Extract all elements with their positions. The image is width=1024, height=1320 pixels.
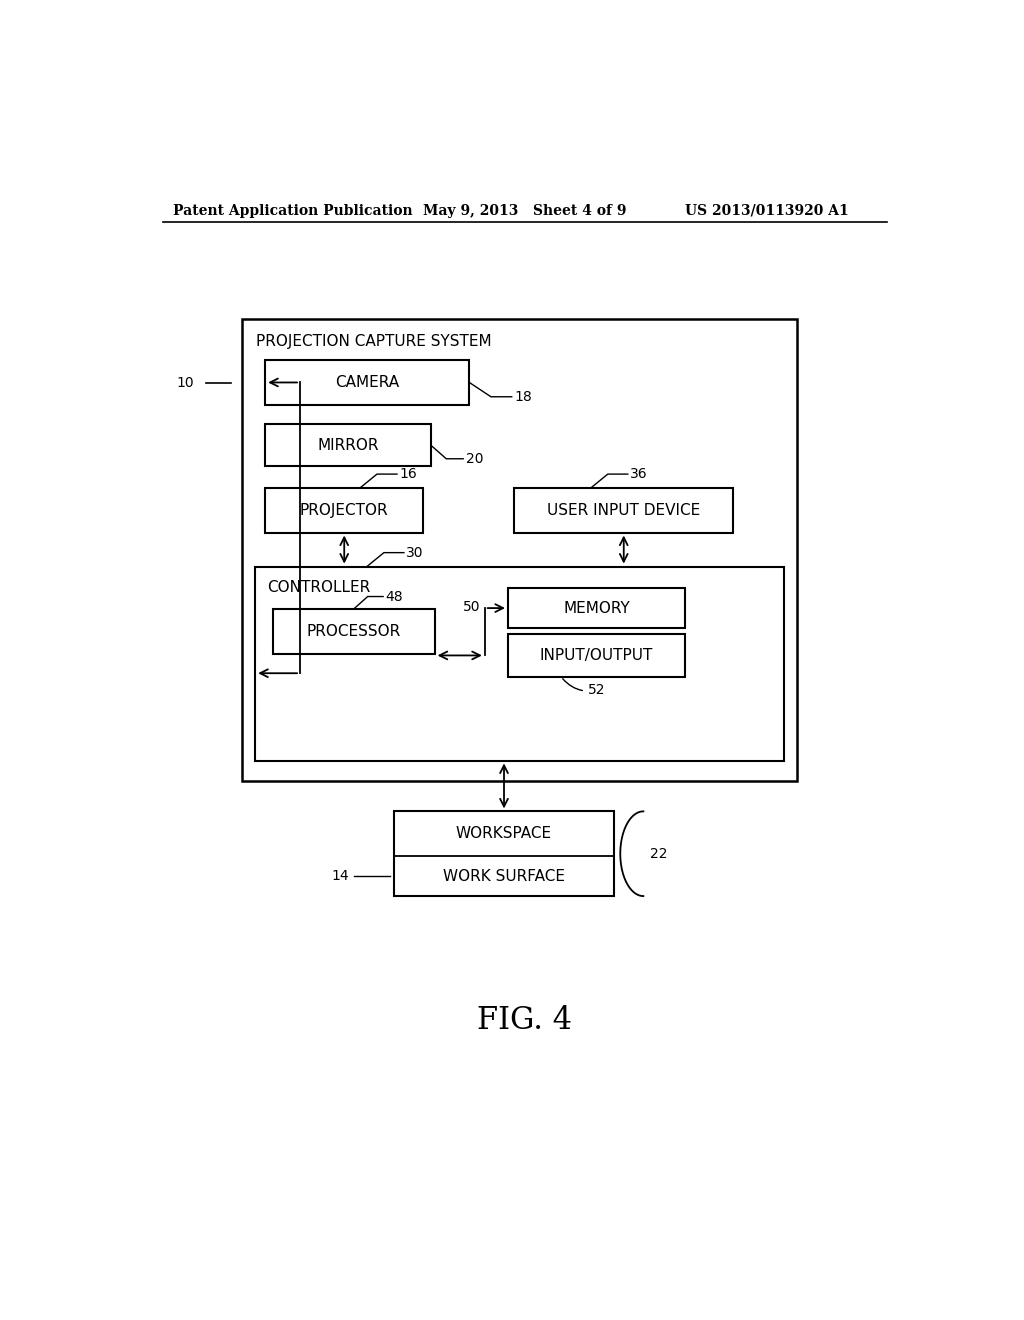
Bar bbox=[265, 424, 431, 466]
Text: 20: 20 bbox=[466, 451, 483, 466]
Text: 18: 18 bbox=[514, 389, 531, 404]
Bar bbox=[514, 488, 733, 533]
Text: 36: 36 bbox=[630, 467, 648, 480]
Text: PROJECTOR: PROJECTOR bbox=[300, 503, 388, 517]
Bar bbox=[508, 635, 685, 677]
Text: WORK SURFACE: WORK SURFACE bbox=[443, 869, 565, 883]
Text: PROCESSOR: PROCESSOR bbox=[307, 623, 401, 639]
Text: INPUT/OUTPUT: INPUT/OUTPUT bbox=[540, 648, 653, 663]
Text: FIG. 4: FIG. 4 bbox=[477, 1006, 572, 1036]
Text: WORKSPACE: WORKSPACE bbox=[456, 826, 552, 841]
Text: 50: 50 bbox=[464, 599, 481, 614]
Text: MEMORY: MEMORY bbox=[563, 601, 630, 615]
Bar bbox=[273, 609, 435, 653]
Text: CAMERA: CAMERA bbox=[335, 375, 399, 389]
Bar bbox=[265, 488, 423, 533]
Text: 30: 30 bbox=[407, 545, 424, 560]
Text: Patent Application Publication: Patent Application Publication bbox=[173, 203, 413, 218]
Text: MIRROR: MIRROR bbox=[317, 438, 379, 453]
Text: US 2013/0113920 A1: US 2013/0113920 A1 bbox=[685, 203, 849, 218]
Text: 22: 22 bbox=[649, 846, 667, 861]
Text: CONTROLLER: CONTROLLER bbox=[267, 581, 370, 595]
Bar bbox=[255, 566, 783, 760]
Text: USER INPUT DEVICE: USER INPUT DEVICE bbox=[547, 503, 700, 517]
Text: PROJECTION CAPTURE SYSTEM: PROJECTION CAPTURE SYSTEM bbox=[256, 334, 492, 348]
Text: 16: 16 bbox=[399, 467, 417, 480]
Bar bbox=[394, 812, 614, 896]
Bar bbox=[508, 589, 685, 628]
Bar bbox=[243, 318, 797, 780]
Bar bbox=[265, 360, 469, 405]
Text: May 9, 2013   Sheet 4 of 9: May 9, 2013 Sheet 4 of 9 bbox=[423, 203, 627, 218]
Text: 48: 48 bbox=[385, 590, 403, 603]
Text: 10: 10 bbox=[176, 376, 194, 391]
Text: 14: 14 bbox=[332, 869, 349, 883]
Text: 52: 52 bbox=[563, 678, 605, 697]
